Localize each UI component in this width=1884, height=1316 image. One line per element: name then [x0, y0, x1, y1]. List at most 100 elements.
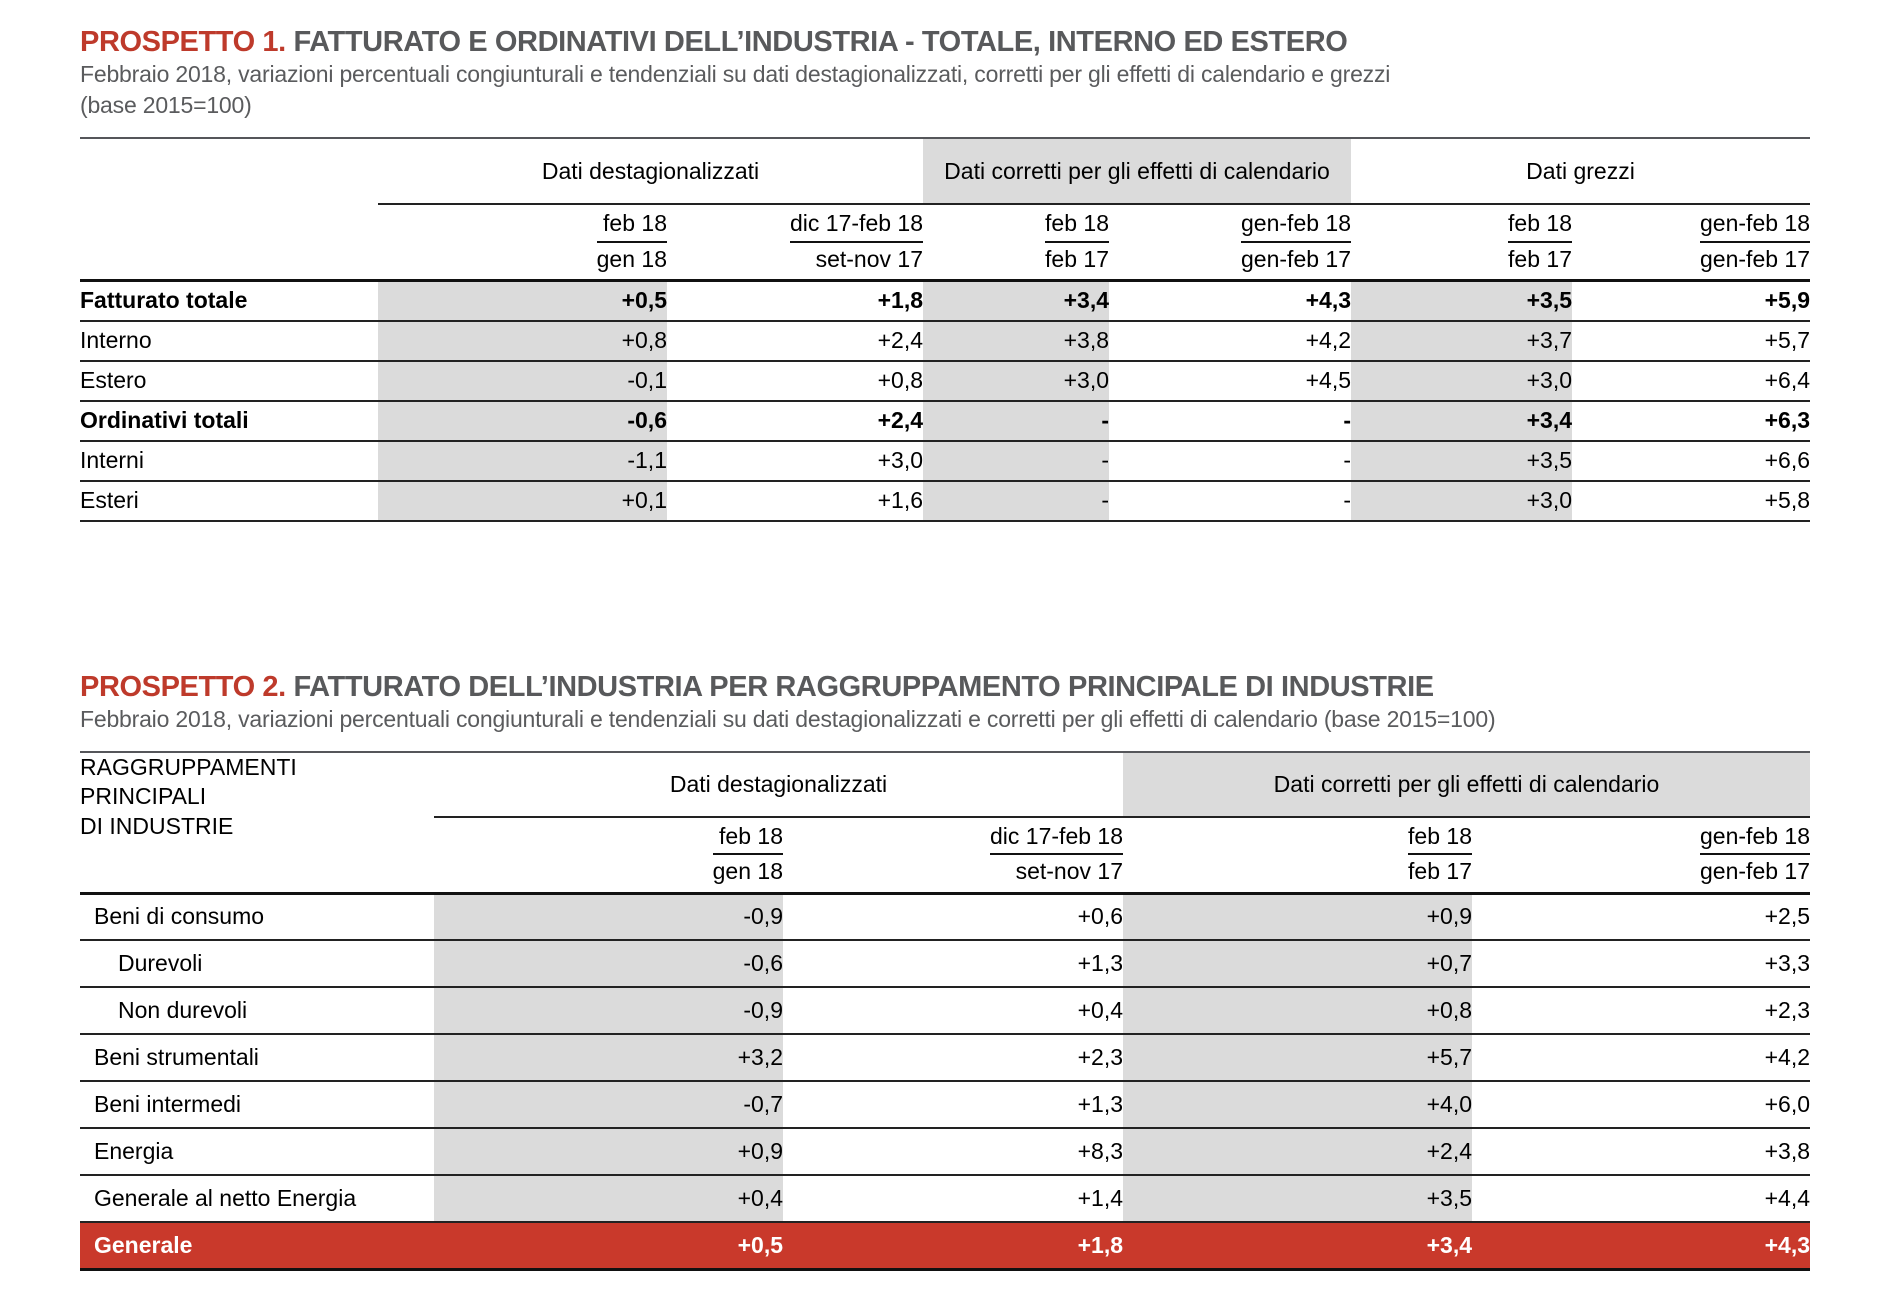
value-cell: - [923, 480, 1109, 522]
value-cell: +5,9 [1572, 280, 1810, 322]
value-cell: +3,5 [1123, 1175, 1472, 1223]
value-cell: +2,3 [783, 1034, 1123, 1082]
corner-blank [80, 138, 378, 204]
value-cell: +3,4 [1123, 1222, 1472, 1271]
row-label: Non durevoli [80, 987, 434, 1035]
value-cell: +2,4 [667, 400, 923, 442]
table-row: Durevoli -0,6 +1,3 +0,7 +3,3 [80, 940, 1810, 988]
value-cell: +4,5 [1109, 360, 1351, 402]
row-label: Generale [80, 1222, 434, 1271]
value-cell: +2,4 [1123, 1128, 1472, 1176]
table-row: Energia +0,9 +8,3 +2,4 +3,8 [80, 1128, 1810, 1176]
table-row: Non durevoli -0,9 +0,4 +0,8 +2,3 [80, 987, 1810, 1035]
value-cell: +4,2 [1109, 320, 1351, 362]
period-fraction: feb 18 gen 18 [434, 816, 783, 895]
value-cell: +3,5 [1351, 440, 1572, 482]
value-cell: +5,7 [1123, 1034, 1472, 1082]
value-cell: +6,3 [1572, 400, 1810, 442]
period-fraction: dic 17-feb 18 set-nov 17 [783, 816, 1123, 895]
row-label: Beni strumentali [80, 1034, 434, 1082]
value-cell: - [923, 440, 1109, 482]
prospetto2-kicker: PROSPETTO 2. [80, 670, 286, 703]
value-cell: -0,1 [378, 360, 667, 402]
value-cell: +0,8 [667, 360, 923, 402]
value-cell: +4,0 [1123, 1081, 1472, 1129]
row-label: Interni [80, 440, 378, 482]
value-cell: - [1109, 400, 1351, 442]
table-row: Estero -0,1 +0,8 +3,0 +4,5 +3,0 +6,4 [80, 360, 1810, 402]
row-label: Energia [80, 1128, 434, 1176]
prospetto1-subtitle-line2: (base 2015=100) [80, 92, 252, 118]
prospetto2-heading: PROSPETTO 2. FATTURATO DELL’INDUSTRIA PE… [80, 670, 1810, 735]
subheader-row: feb 18 gen 18 dic 17-feb 18 set-nov 17 feb… [80, 204, 1810, 282]
value-cell: +3,0 [1351, 480, 1572, 522]
value-cell: +6,0 [1472, 1081, 1810, 1129]
period-fraction: gen-feb 18 gen-feb 17 [1472, 816, 1810, 895]
row-label: Ordinativi totali [80, 400, 378, 442]
value-cell: - [923, 400, 1109, 442]
value-cell: +8,3 [783, 1128, 1123, 1176]
value-cell: +3,2 [434, 1034, 783, 1082]
subheader-row: feb 18 gen 18 dic 17-feb 18 set-nov 17 feb… [80, 816, 1810, 895]
value-cell: +3,3 [1472, 940, 1810, 988]
value-cell: +3,7 [1351, 320, 1572, 362]
value-cell: +2,5 [1472, 893, 1810, 941]
value-cell: +1,8 [783, 1222, 1123, 1271]
value-cell: +1,3 [783, 940, 1123, 988]
value-cell: +0,7 [1123, 940, 1472, 988]
table-row: Esteri +0,1 +1,6 - - +3,0 +5,8 [80, 480, 1810, 522]
value-cell: +3,8 [923, 320, 1109, 362]
value-cell: +1,4 [783, 1175, 1123, 1223]
row-label: Fatturato totale [80, 280, 378, 322]
prospetto2-title: FATTURATO DELL’INDUSTRIA PER RAGGRUPPAME… [293, 670, 1434, 703]
value-cell: -0,6 [434, 940, 783, 988]
value-cell: +0,4 [434, 1175, 783, 1223]
table-row: Beni di consumo -0,9 +0,6 +0,9 +2,5 [80, 893, 1810, 941]
prospetto1-table: Dati destagionalizzati Dati corretti per… [80, 137, 1810, 522]
value-cell: +0,8 [1123, 987, 1472, 1035]
table-row: Fatturato totale +0,5 +1,8 +3,4 +4,3 +3,… [80, 280, 1810, 322]
value-cell: +0,5 [378, 280, 667, 322]
row-label: Esteri [80, 480, 378, 522]
corner-blank [80, 204, 378, 282]
value-cell: -1,1 [378, 440, 667, 482]
period-fraction: feb 18 gen 18 [378, 204, 667, 282]
value-cell: +3,4 [1351, 400, 1572, 442]
value-cell: -0,9 [434, 893, 783, 941]
value-cell: +3,5 [1351, 280, 1572, 322]
period-fraction: feb 18 feb 17 [1351, 204, 1572, 282]
value-cell: +4,3 [1109, 280, 1351, 322]
value-cell: +3,0 [667, 440, 923, 482]
group-header-destagionalizzati: Dati destagionalizzati [378, 138, 923, 205]
value-cell: +2,4 [667, 320, 923, 362]
row-label: Beni di consumo [80, 893, 434, 941]
row-label: Beni intermedi [80, 1081, 434, 1129]
prospetto2-subtitle-line1: Febbraio 2018, variazioni percentuali co… [80, 705, 1496, 732]
value-cell: +0,6 [783, 893, 1123, 941]
value-cell: -0,9 [434, 987, 783, 1035]
value-cell: +6,4 [1572, 360, 1810, 402]
value-cell: +0,1 [378, 480, 667, 522]
value-cell: +1,3 [783, 1081, 1123, 1129]
value-cell: +0,5 [434, 1222, 783, 1271]
group-header-destagionalizzati: Dati destagionalizzati [434, 751, 1123, 818]
period-fraction: feb 18 feb 17 [1123, 816, 1472, 895]
value-cell: +4,4 [1472, 1175, 1810, 1223]
value-cell: - [1109, 480, 1351, 522]
value-cell: +6,6 [1572, 440, 1810, 482]
prospetto1-title: FATTURATO E ORDINATIVI DELL’INDUSTRIA - … [293, 26, 1348, 58]
value-cell: - [1109, 440, 1351, 482]
prospetto1-title-line: PROSPETTO 1. FATTURATO E ORDINATIVI DELL… [80, 25, 1810, 59]
table-row: Beni strumentali +3,2 +2,3 +5,7 +4,2 [80, 1034, 1810, 1082]
value-cell: +3,0 [1351, 360, 1572, 402]
prospetto1-heading: PROSPETTO 1. FATTURATO E ORDINATIVI DELL… [80, 25, 1810, 121]
row-label: Generale al netto Energia [80, 1175, 434, 1223]
value-cell: +5,8 [1572, 480, 1810, 522]
table-row: Ordinativi totali -0,6 +2,4 - - +3,4 +6,… [80, 400, 1810, 442]
group-header-grezzi: Dati grezzi [1351, 138, 1810, 205]
prospetto2-title-line: PROSPETTO 2. FATTURATO DELL’INDUSTRIA PE… [80, 670, 1810, 704]
value-cell: +4,2 [1472, 1034, 1810, 1082]
group-header-row: Dati destagionalizzati Dati corretti per… [80, 138, 1810, 205]
value-cell: -0,7 [434, 1081, 783, 1129]
